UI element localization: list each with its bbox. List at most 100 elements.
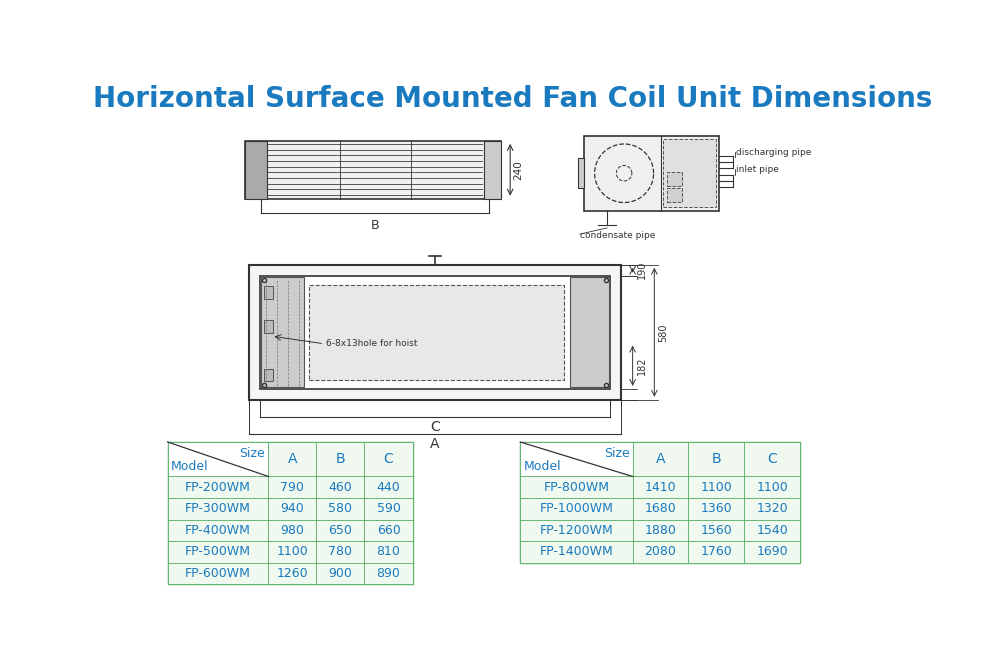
Bar (364, 520, 413, 541)
Text: 182: 182 (637, 356, 646, 375)
Bar (633, 520, 688, 541)
Bar (364, 477, 413, 498)
Bar (316, 442, 364, 477)
Bar (168, 498, 268, 520)
Text: 810: 810 (377, 545, 400, 559)
Text: inlet pipe: inlet pipe (736, 165, 779, 174)
Bar (744, 541, 800, 563)
Text: FP-800WM: FP-800WM (543, 481, 609, 494)
Bar (249, 265, 621, 400)
Text: 890: 890 (377, 567, 400, 580)
Text: 1100: 1100 (756, 481, 788, 494)
Bar (520, 477, 633, 498)
Bar (663, 139, 716, 207)
Bar (245, 141, 501, 199)
Text: 650: 650 (329, 524, 352, 537)
Bar (688, 498, 744, 520)
Bar (168, 541, 268, 563)
Text: 1260: 1260 (277, 567, 308, 580)
Bar (520, 442, 800, 563)
Bar (364, 541, 413, 563)
Text: 440: 440 (377, 481, 400, 494)
Bar (667, 173, 682, 186)
Text: FP-400WM: FP-400WM (185, 524, 251, 537)
Bar (633, 541, 688, 563)
Bar (364, 498, 413, 520)
Text: C: C (430, 420, 440, 434)
Text: Size: Size (604, 447, 630, 459)
Bar (168, 477, 268, 498)
Bar (316, 563, 364, 584)
Bar (364, 442, 413, 477)
Text: A: A (430, 438, 440, 451)
Bar (268, 520, 316, 541)
Text: condensate pipe: condensate pipe (580, 231, 655, 240)
Bar (364, 563, 413, 584)
Text: 1760: 1760 (700, 545, 732, 559)
Bar (633, 477, 688, 498)
Text: 580: 580 (328, 502, 352, 516)
Text: 900: 900 (329, 567, 352, 580)
Bar (688, 541, 744, 563)
Text: C: C (767, 452, 777, 466)
Text: 980: 980 (280, 524, 304, 537)
Text: 940: 940 (281, 502, 304, 516)
Bar (667, 188, 682, 202)
Bar (520, 541, 633, 563)
Text: 1680: 1680 (645, 502, 676, 516)
Bar (744, 498, 800, 520)
Bar (309, 285, 564, 379)
Bar (744, 477, 800, 498)
Bar (268, 477, 316, 498)
Bar (744, 520, 800, 541)
Text: FP-1400WM: FP-1400WM (540, 545, 613, 559)
Bar (688, 442, 744, 477)
Bar (168, 442, 268, 477)
Bar (578, 158, 584, 188)
Text: 240: 240 (513, 160, 523, 180)
Text: 1690: 1690 (756, 545, 788, 559)
Bar (264, 286, 273, 299)
Bar (268, 442, 316, 477)
Text: A: A (656, 452, 665, 466)
Text: 590: 590 (377, 502, 400, 516)
Text: FP-300WM: FP-300WM (185, 502, 251, 516)
Bar (633, 498, 688, 520)
Text: 1880: 1880 (645, 524, 676, 537)
Bar (744, 442, 800, 477)
Bar (520, 442, 633, 477)
Bar (484, 141, 501, 199)
Text: B: B (371, 219, 379, 232)
Bar (261, 277, 304, 387)
Bar (268, 563, 316, 584)
Bar (316, 498, 364, 520)
Bar (520, 520, 633, 541)
Bar (633, 442, 688, 477)
Text: 1560: 1560 (700, 524, 732, 537)
Text: 1100: 1100 (700, 481, 732, 494)
Bar (168, 563, 268, 584)
Text: 790: 790 (280, 481, 304, 494)
Text: 1360: 1360 (701, 502, 732, 516)
Text: 6-8x13hole for hoist: 6-8x13hole for hoist (326, 339, 417, 348)
Text: 1100: 1100 (277, 545, 308, 559)
Text: B: B (336, 452, 345, 466)
Bar (168, 520, 268, 541)
Text: 660: 660 (377, 524, 400, 537)
Text: FP-200WM: FP-200WM (185, 481, 251, 494)
Text: 580: 580 (658, 323, 668, 342)
Text: 1320: 1320 (756, 502, 788, 516)
Text: FP-1200WM: FP-1200WM (540, 524, 613, 537)
Text: discharging pipe: discharging pipe (736, 147, 812, 157)
Text: 2080: 2080 (645, 545, 676, 559)
Text: Size: Size (240, 447, 265, 459)
Bar (316, 541, 364, 563)
Text: A: A (288, 452, 297, 466)
Text: FP-600WM: FP-600WM (185, 567, 251, 580)
Text: 1540: 1540 (756, 524, 788, 537)
Bar (245, 141, 267, 199)
Text: FP-1000WM: FP-1000WM (540, 502, 613, 516)
Text: 780: 780 (328, 545, 352, 559)
Text: 460: 460 (329, 481, 352, 494)
Bar (688, 520, 744, 541)
